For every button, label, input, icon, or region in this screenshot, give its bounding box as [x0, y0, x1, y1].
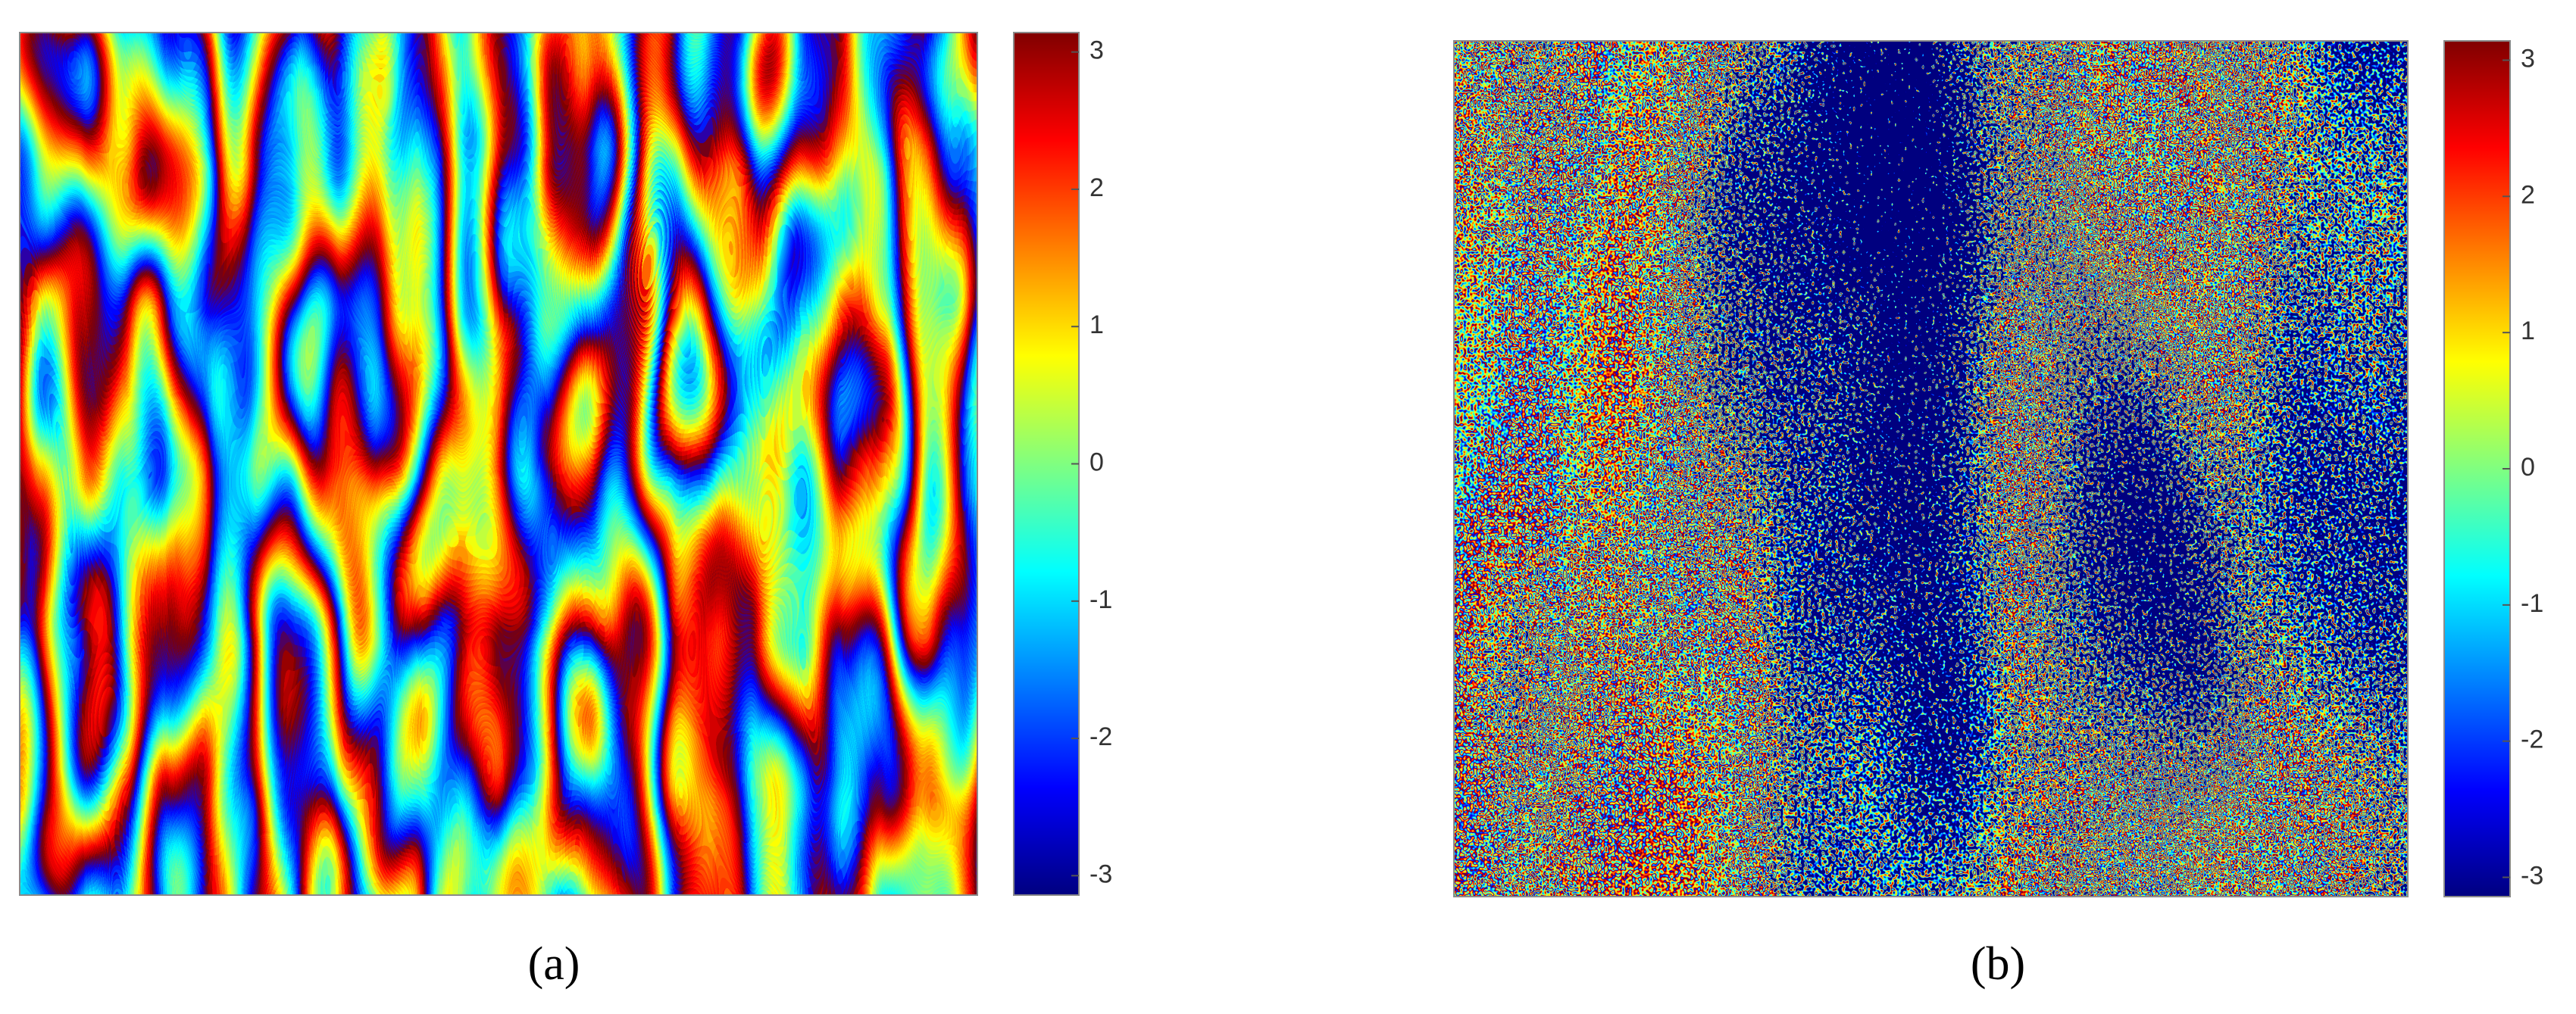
colorbar — [2443, 40, 2511, 897]
colorbar-tick-label: 2 — [2521, 180, 2535, 209]
phase-map — [20, 33, 977, 895]
colorbar-tick-label: 1 — [2521, 317, 2535, 345]
colorbar-tick-label: -1 — [2521, 589, 2543, 618]
colorbar-tick-label: 0 — [1089, 448, 1104, 476]
plot-frame — [19, 32, 978, 896]
colorbar-tick-label: -3 — [1089, 860, 1112, 888]
colorbar-tick-label: 3 — [2521, 44, 2535, 73]
plot-frame — [1453, 40, 2409, 897]
colorbar — [1013, 32, 1080, 896]
colorbar-tick-label: -2 — [1089, 722, 1112, 751]
panel-label: (b) — [1971, 938, 2025, 990]
colorbar-tick-label: -2 — [2521, 725, 2543, 754]
colorbar-tick-label: -1 — [1089, 585, 1112, 614]
colorbar-tick-label: -3 — [2521, 862, 2543, 891]
colorbar-tick-label: 3 — [1089, 36, 1104, 65]
colorbar-tick-label: 0 — [2521, 453, 2535, 482]
phase-map — [1454, 41, 2408, 897]
colorbar-tick-label: 1 — [1089, 310, 1104, 339]
panel-label: (a) — [528, 938, 580, 990]
colorbar-tick-label: 2 — [1089, 173, 1104, 202]
panels: -3 -2 -1 0 1 2 3 (a) -3 -2 -1 0 1 2 3 (b) — [19, 32, 2543, 990]
